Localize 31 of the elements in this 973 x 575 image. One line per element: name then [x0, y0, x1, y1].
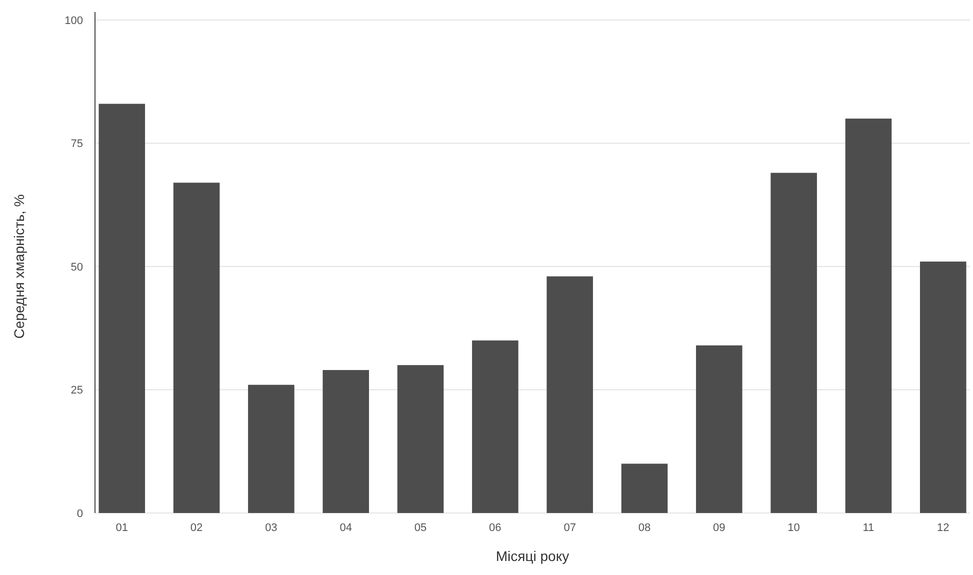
bar	[845, 118, 892, 513]
bar	[248, 384, 294, 513]
bar	[920, 262, 966, 513]
bar	[770, 172, 817, 513]
y-tick-label: 25	[70, 384, 83, 397]
x-tick-label: 08	[638, 522, 651, 534]
y-tick-label: 75	[70, 138, 83, 150]
x-tick-label: 02	[190, 522, 203, 534]
y-tick-label: 50	[70, 261, 83, 274]
x-tick-label: 10	[788, 522, 800, 534]
x-tick-label: 05	[414, 522, 427, 534]
bar	[173, 182, 220, 513]
bar	[98, 104, 146, 513]
bar	[397, 365, 444, 513]
x-tick-label: 07	[564, 522, 576, 534]
x-axis-title: Місяці року	[496, 548, 570, 564]
x-tick-label: 09	[713, 522, 726, 534]
bar	[696, 345, 742, 513]
x-tick-label: 01	[116, 522, 128, 534]
x-tick-label: 03	[265, 522, 278, 534]
x-tick-label: 12	[937, 522, 950, 534]
bar	[621, 464, 668, 513]
bar	[546, 276, 593, 513]
y-tick-label: 100	[64, 14, 83, 27]
x-tick-label: 04	[340, 522, 352, 534]
x-tick-label: 11	[862, 522, 874, 534]
bar	[322, 370, 369, 513]
y-axis-title: Середня хмарність, %	[11, 194, 27, 339]
bar	[472, 340, 518, 513]
y-tick-label: 0	[76, 508, 83, 520]
x-tick-label: 06	[489, 522, 502, 534]
